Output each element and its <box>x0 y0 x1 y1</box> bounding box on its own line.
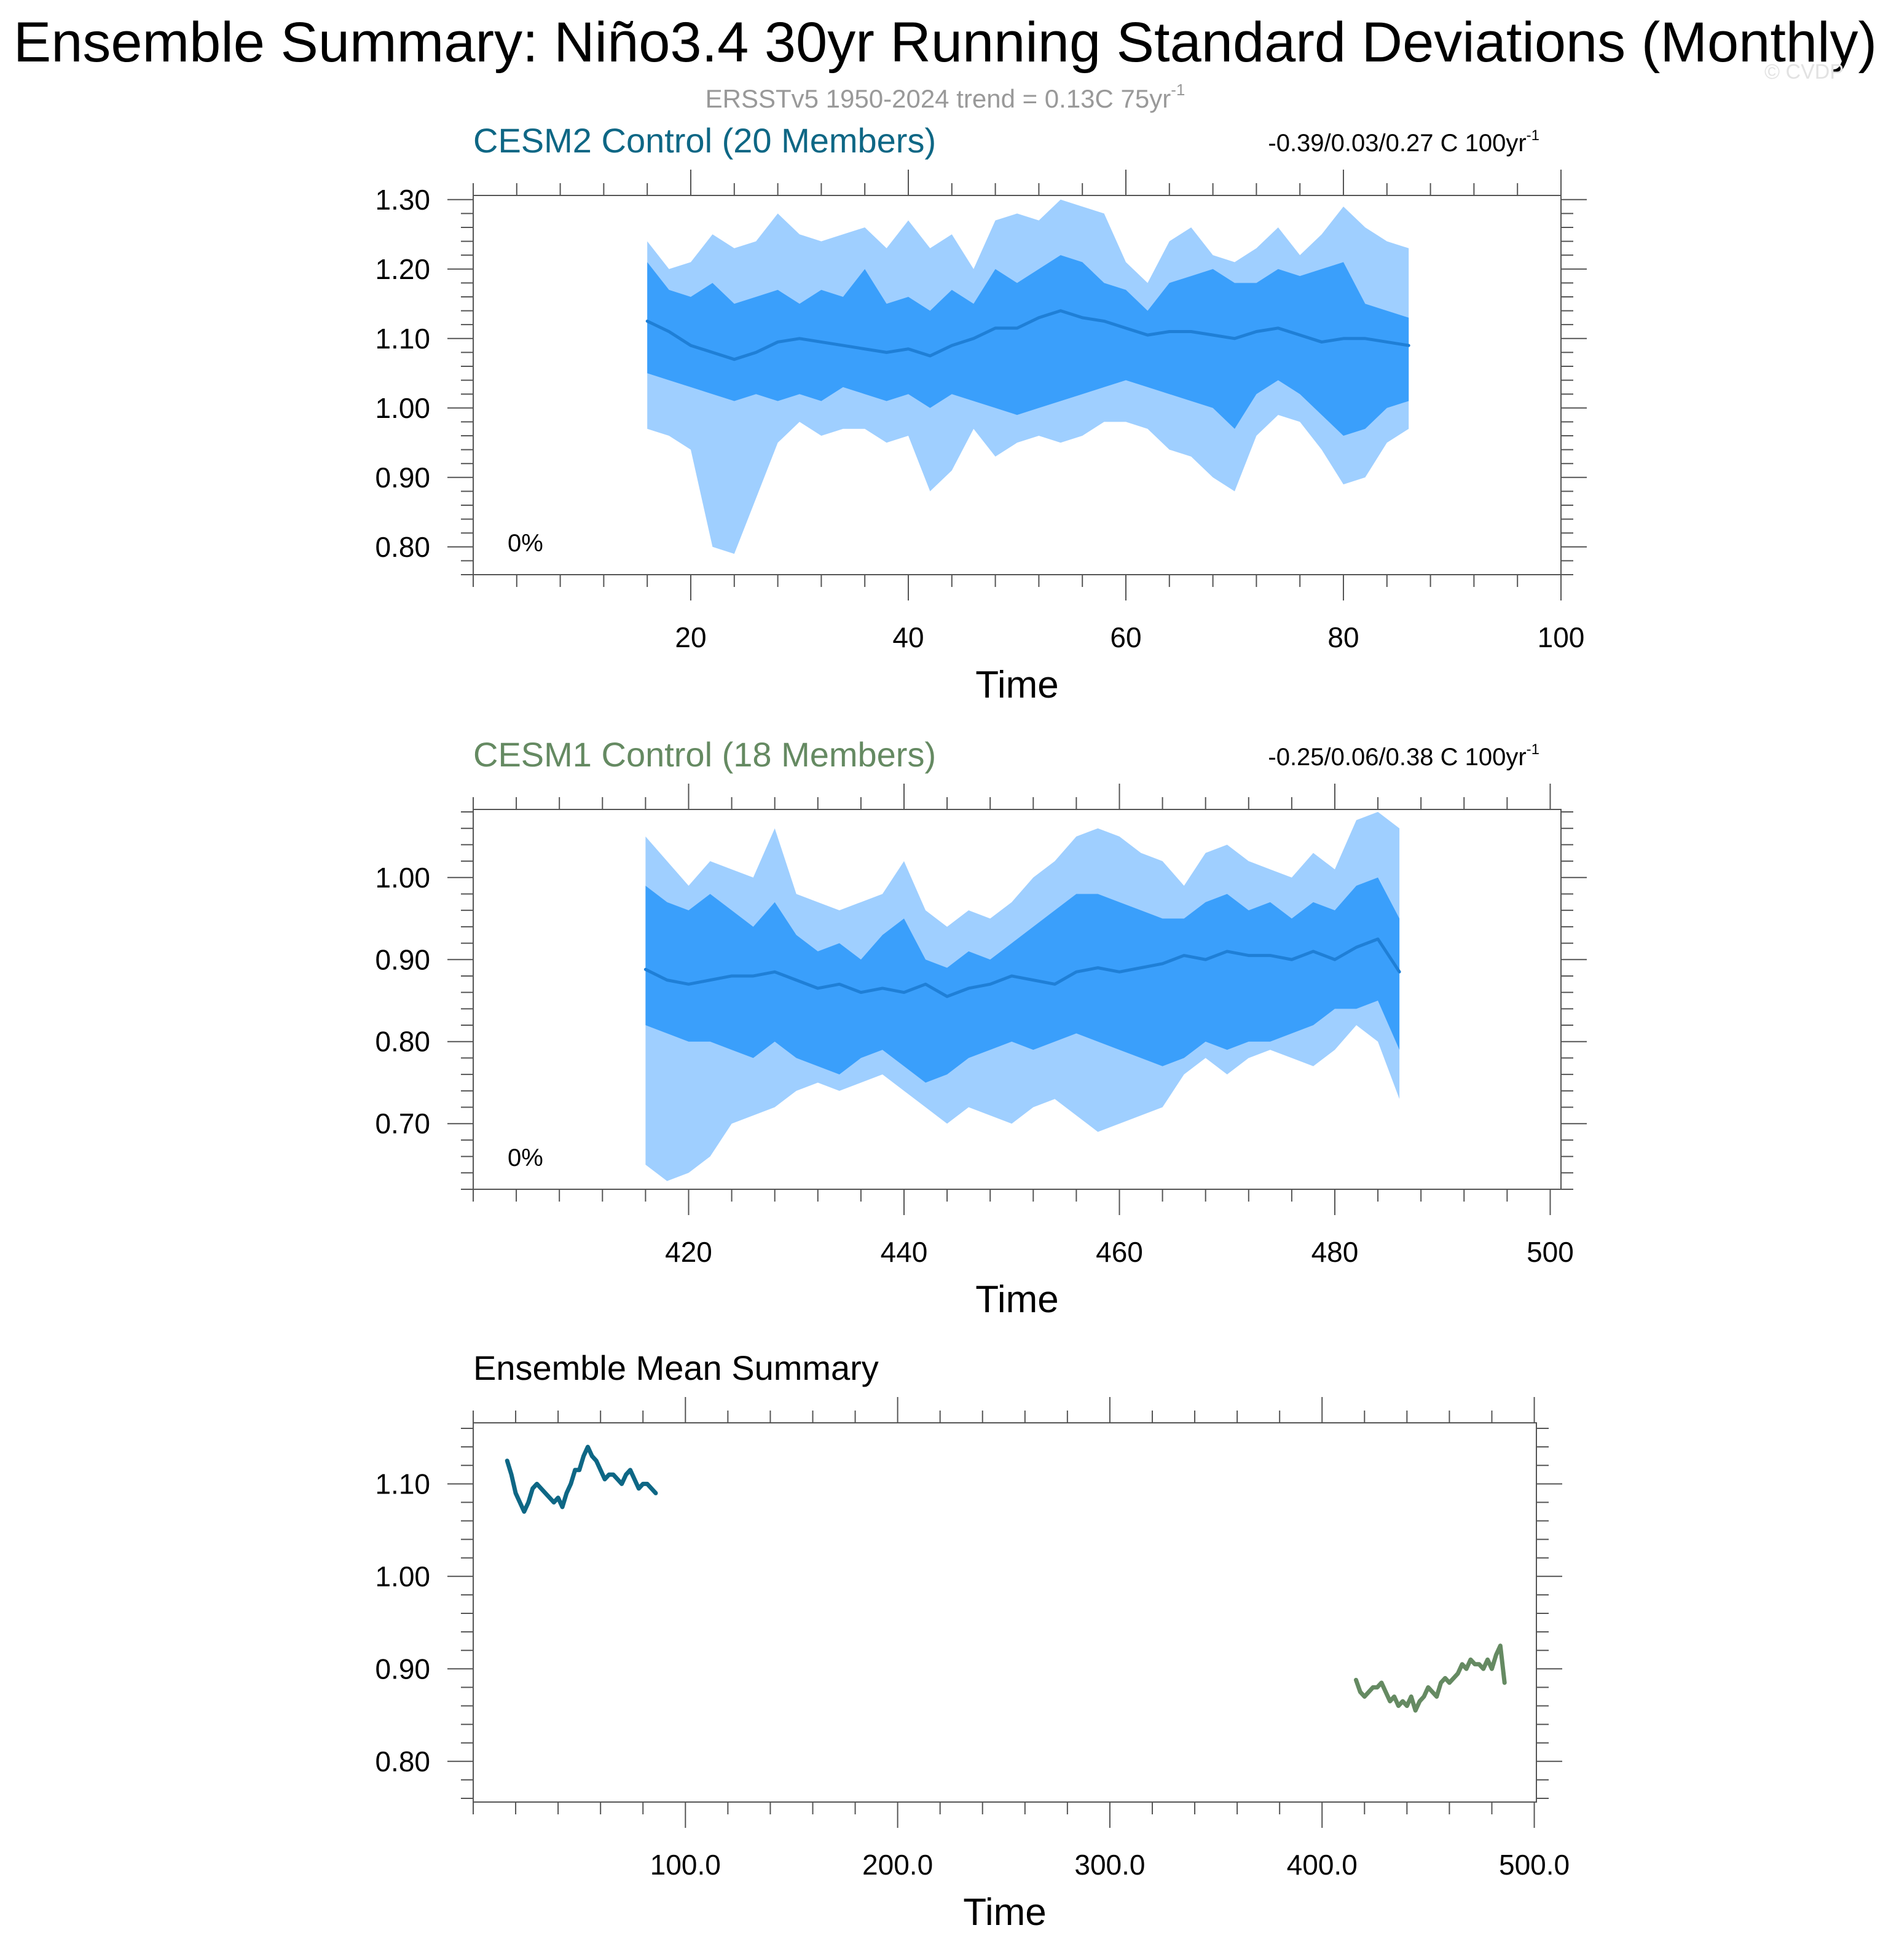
trend-value: -0.39/0.03/0.27 C 100yr <box>1268 130 1526 157</box>
trend-sup: -1 <box>1527 127 1539 144</box>
panel-title: CESM1 Control (18 Members) <box>473 735 936 774</box>
series-group <box>645 199 1410 554</box>
x-tick-label: 40 <box>892 621 924 653</box>
page-subtitle-sup: -1 <box>1171 81 1185 99</box>
plot-frame <box>473 195 1562 575</box>
panel-ensmean: 0.80 0.90 1.00 1.10 100.0 200.0 300.0 400.0 500.… <box>375 1348 1570 1934</box>
percent-label: 0% <box>508 1144 543 1171</box>
x-tick-label: 440 <box>881 1236 928 1268</box>
y-tick-label: 0.80 <box>375 1026 430 1058</box>
panel-title: Ensemble Mean Summary <box>473 1348 879 1387</box>
page-title: Ensemble Summary: Niño3.4 30yr Running S… <box>14 11 1877 74</box>
x-tick-label: 60 <box>1110 621 1141 653</box>
x-axis-label: Time <box>975 664 1058 706</box>
panel-title: CESM2 Control (20 Members) <box>473 121 936 160</box>
x-axis-label: Time <box>963 1891 1046 1934</box>
y-tick-label: 1.20 <box>375 253 430 285</box>
y-tick-label: 1.00 <box>375 1561 430 1592</box>
x-tick-label: 460 <box>1096 1236 1143 1268</box>
ensemble-mean-line <box>645 309 1410 361</box>
page-subtitle: ERSSTv5 1950-2024 trend = 0.13C 75yr-1 <box>706 81 1185 113</box>
spread-band-inner <box>647 255 1409 436</box>
series-line-cesm2 <box>505 1444 658 1514</box>
watermark: © CVDP <box>1764 60 1844 84</box>
x-tick-label: 300.0 <box>1074 1849 1145 1881</box>
y-tick-label: 0.90 <box>375 943 430 975</box>
trend-sup: -1 <box>1527 741 1539 758</box>
ensemble-mean-line <box>643 937 1401 998</box>
x-tick-label: 420 <box>665 1236 712 1268</box>
x-tick-label: 100 <box>1538 621 1585 653</box>
trend-text: -0.39/0.03/0.27 C 100yr-1 <box>1268 127 1539 157</box>
x-tick-label: 80 <box>1327 621 1359 653</box>
y-tick-label: 1.10 <box>375 1468 430 1500</box>
spread-band-inner <box>645 877 1400 1083</box>
trend-value: -0.25/0.06/0.38 C 100yr <box>1268 744 1526 771</box>
page-subtitle-text: ERSSTv5 1950-2024 trend = 0.13C 75yr <box>706 84 1171 113</box>
y-tick-label: 0.90 <box>375 462 430 494</box>
x-tick-label: 500.0 <box>1499 1849 1570 1881</box>
series-group <box>643 812 1401 1181</box>
panels: 0.80 0.90 1.00 1.10 1.20 1.30 20 40 60 80 100 Time C… <box>375 121 1587 1934</box>
x-tick-label: 200.0 <box>862 1849 933 1881</box>
y-tick-label: 1.00 <box>375 392 430 424</box>
y-tick-label: 0.90 <box>375 1653 430 1685</box>
y-tick-label: 1.10 <box>375 323 430 355</box>
panel-cesm1: 0.70 0.80 0.90 1.00 420 440 460 480 500 Time CESM1… <box>375 735 1587 1321</box>
series-group <box>505 1444 1507 1713</box>
percent-label: 0% <box>508 530 543 557</box>
panel-cesm2: 0.80 0.90 1.00 1.10 1.20 1.30 20 40 60 80 100 Time C… <box>375 121 1587 706</box>
x-tick-label: 480 <box>1311 1236 1359 1268</box>
plot-frame <box>473 1422 1537 1803</box>
x-tick-label: 400.0 <box>1287 1849 1358 1881</box>
y-tick-label: 0.70 <box>375 1108 430 1139</box>
y-tick-label: 0.80 <box>375 531 430 563</box>
trend-text: -0.25/0.06/0.38 C 100yr-1 <box>1268 741 1539 771</box>
x-tick-label: 500 <box>1527 1236 1574 1268</box>
x-axis-label: Time <box>975 1278 1058 1321</box>
plot-frame <box>473 809 1562 1190</box>
y-tick-label: 1.30 <box>375 184 430 216</box>
x-tick-label: 100.0 <box>650 1849 721 1881</box>
y-tick-label: 0.80 <box>375 1746 430 1777</box>
series-line-cesm1 <box>1353 1643 1507 1713</box>
y-tick-label: 1.00 <box>375 862 430 894</box>
x-tick-label: 20 <box>675 621 706 653</box>
